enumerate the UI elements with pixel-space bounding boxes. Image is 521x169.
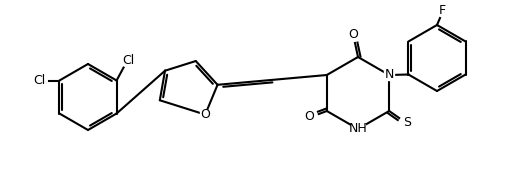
Bar bbox=[384, 70, 394, 80]
Bar bbox=[32, 76, 46, 86]
Text: NH: NH bbox=[349, 123, 367, 136]
Text: F: F bbox=[439, 4, 445, 17]
Bar bbox=[304, 111, 314, 121]
Bar bbox=[351, 124, 365, 134]
Text: S: S bbox=[403, 116, 411, 129]
Text: O: O bbox=[304, 110, 314, 123]
Text: N: N bbox=[384, 68, 394, 81]
Text: O: O bbox=[200, 108, 210, 121]
Bar bbox=[121, 55, 135, 66]
Bar bbox=[437, 5, 447, 15]
Text: Cl: Cl bbox=[122, 54, 135, 67]
Text: Cl: Cl bbox=[33, 74, 45, 87]
Bar bbox=[348, 30, 358, 40]
Text: O: O bbox=[348, 29, 358, 42]
Bar bbox=[200, 110, 210, 120]
Bar bbox=[402, 118, 412, 128]
